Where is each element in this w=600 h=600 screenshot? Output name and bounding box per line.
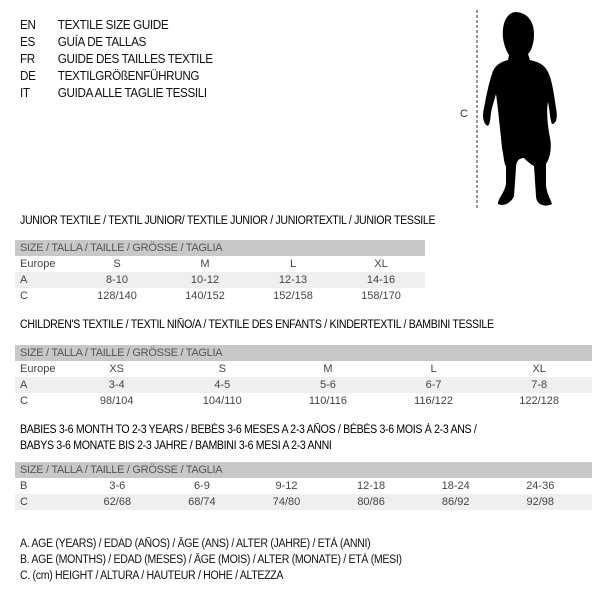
- language-code: DE: [20, 68, 36, 83]
- table-cell: 98/104: [99, 395, 134, 407]
- table-cell: 12-18: [357, 480, 386, 492]
- title-text: GUÍA DE TALLAS: [57, 34, 147, 49]
- table-heading: JUNIOR TEXTILE / TEXTIL JUNIOR/ TEXTILE …: [20, 215, 436, 227]
- table-cell: 9-12: [275, 480, 298, 492]
- title-de: DE TEXTILGRÖßENFÜHRUNG: [20, 67, 200, 84]
- table-cell: 140/152: [185, 290, 225, 302]
- row-label: A: [20, 379, 28, 391]
- table-cell: 122/128: [519, 395, 560, 407]
- table-cell: M: [323, 363, 333, 375]
- table-cell: 104/110: [202, 395, 242, 407]
- table-cell: 92/98: [526, 496, 555, 508]
- language-code: ES: [20, 34, 35, 49]
- table-cell: M: [200, 258, 210, 270]
- table-cell: 110/116: [308, 395, 347, 407]
- size-table: SIZE / TALLA / TAILLE / GRÖSSE / TAGLIA B…: [15, 462, 592, 510]
- table-cell: 3-4: [108, 379, 125, 391]
- table-heading: CHILDREN'S TEXTILE / TEXTIL NIÑO/A / TEX…: [20, 319, 494, 331]
- child-silhouette-icon: [476, 10, 557, 210]
- table-heading: BABYS 3-6 MONATE BIS 2-3 JAHRE / BAMBINI…: [20, 440, 332, 452]
- table-cell: 12-13: [278, 274, 308, 286]
- title-text: TEXTILGRÖßENFÜHRUNG: [57, 68, 200, 83]
- language-code: IT: [20, 85, 30, 100]
- table-cell: 6-9: [193, 480, 210, 492]
- table-row: C 98/104 104/110 110/116 116/122 122/128: [15, 393, 592, 409]
- title-it: IT GUIDA ALLE TAGLIE TESSILI: [20, 84, 207, 101]
- table-heading: BABIES 3-6 MONTH TO 2-3 YEARS / BEBÉS 3-…: [20, 424, 477, 436]
- table-cell: XL: [374, 258, 388, 270]
- table-cell: 80/86: [357, 496, 385, 508]
- table-header: SIZE / TALLA / TAILLE / GRÖSSE / TAGLIA: [15, 240, 425, 256]
- row-label: B: [20, 480, 28, 492]
- table-cell: 18-24: [441, 480, 470, 492]
- row-label: Europe: [20, 363, 56, 375]
- table-row: A 8-10 10-12 12-13 14-16: [15, 272, 425, 288]
- table-row: C 62/68 68/74 74/80 80/86 86/92 92/98: [15, 494, 592, 510]
- row-label: C: [20, 290, 28, 302]
- row-label: C: [20, 395, 28, 407]
- table-cell: 5-6: [319, 379, 336, 391]
- table-cell: 7-8: [531, 379, 548, 391]
- table-cell: L: [289, 258, 297, 270]
- table-cell: 14-16: [366, 274, 396, 286]
- table-cell: 6-7: [425, 379, 442, 391]
- table-cell: L: [430, 363, 437, 375]
- height-measure-label: C: [460, 108, 468, 120]
- table-cell: XS: [109, 363, 124, 375]
- table-cell: 68/74: [188, 496, 216, 508]
- legend-item: C. (cm) HEIGHT / ALTURA / HAUTEUR / HÖHE…: [20, 570, 284, 582]
- row-label: Europe: [20, 258, 56, 270]
- language-code: EN: [20, 17, 36, 32]
- legend-item: B. AGE (MONTHS) / EDAD (MESES) / ÂGE (MO…: [20, 554, 402, 566]
- table-cell: 128/140: [97, 290, 137, 302]
- table-row: Europe XS S M L XL: [15, 361, 592, 377]
- table-cell: XL: [532, 363, 546, 375]
- table-header: SIZE / TALLA / TAILLE / GRÖSSE / TAGLIA: [15, 345, 592, 361]
- table-cell: 116/122: [414, 395, 453, 407]
- table-row: C 128/140 140/152 152/158 158/170: [15, 288, 425, 304]
- table-cell: 86/92: [441, 496, 470, 508]
- table-cell: 152/158: [273, 290, 313, 302]
- size-table: SIZE / TALLA / TAILLE / GRÖSSE / TAGLIA E…: [15, 345, 592, 409]
- table-cell: 24-36: [526, 480, 555, 492]
- language-code: FR: [20, 51, 35, 66]
- row-label: C: [20, 496, 28, 508]
- table-cell: S: [113, 258, 121, 270]
- legend-item: A. AGE (YEARS) / EDAD (AÑOS) / ÂGE (ANS)…: [20, 538, 371, 550]
- title-text: GUIDE DES TAILLES TEXTILE: [57, 51, 213, 66]
- title-text: TEXTILE SIZE GUIDE: [57, 17, 169, 32]
- title-en: EN TEXTILE SIZE GUIDE: [20, 16, 169, 33]
- table-cell: 62/68: [103, 496, 132, 508]
- table-row: Europe S M L XL: [15, 256, 425, 272]
- table-cell: 74/80: [272, 496, 301, 508]
- size-table: SIZE / TALLA / TAILLE / GRÖSSE / TAGLIA E…: [15, 240, 425, 304]
- table-cell: S: [218, 363, 226, 375]
- title-text: GUIDA ALLE TAGLIE TESSILI: [57, 85, 207, 100]
- table-cell: 4-5: [214, 379, 231, 391]
- row-label: A: [20, 274, 28, 286]
- table-header: SIZE / TALLA / TAILLE / GRÖSSE / TAGLIA: [15, 462, 592, 478]
- table-cell: 8-10: [105, 274, 129, 286]
- table-cell: 158/170: [361, 290, 401, 302]
- title-fr: FR GUIDE DES TAILLES TEXTILE: [20, 50, 213, 67]
- table-cell: 3-6: [109, 480, 126, 492]
- table-cell: 10-12: [190, 274, 220, 286]
- table-row: A 3-4 4-5 5-6 6-7 7-8: [15, 377, 592, 393]
- title-es: ES GUÍA DE TALLAS: [20, 33, 146, 50]
- table-row: B 3-6 6-9 9-12 12-18 18-24 24-36: [15, 478, 592, 494]
